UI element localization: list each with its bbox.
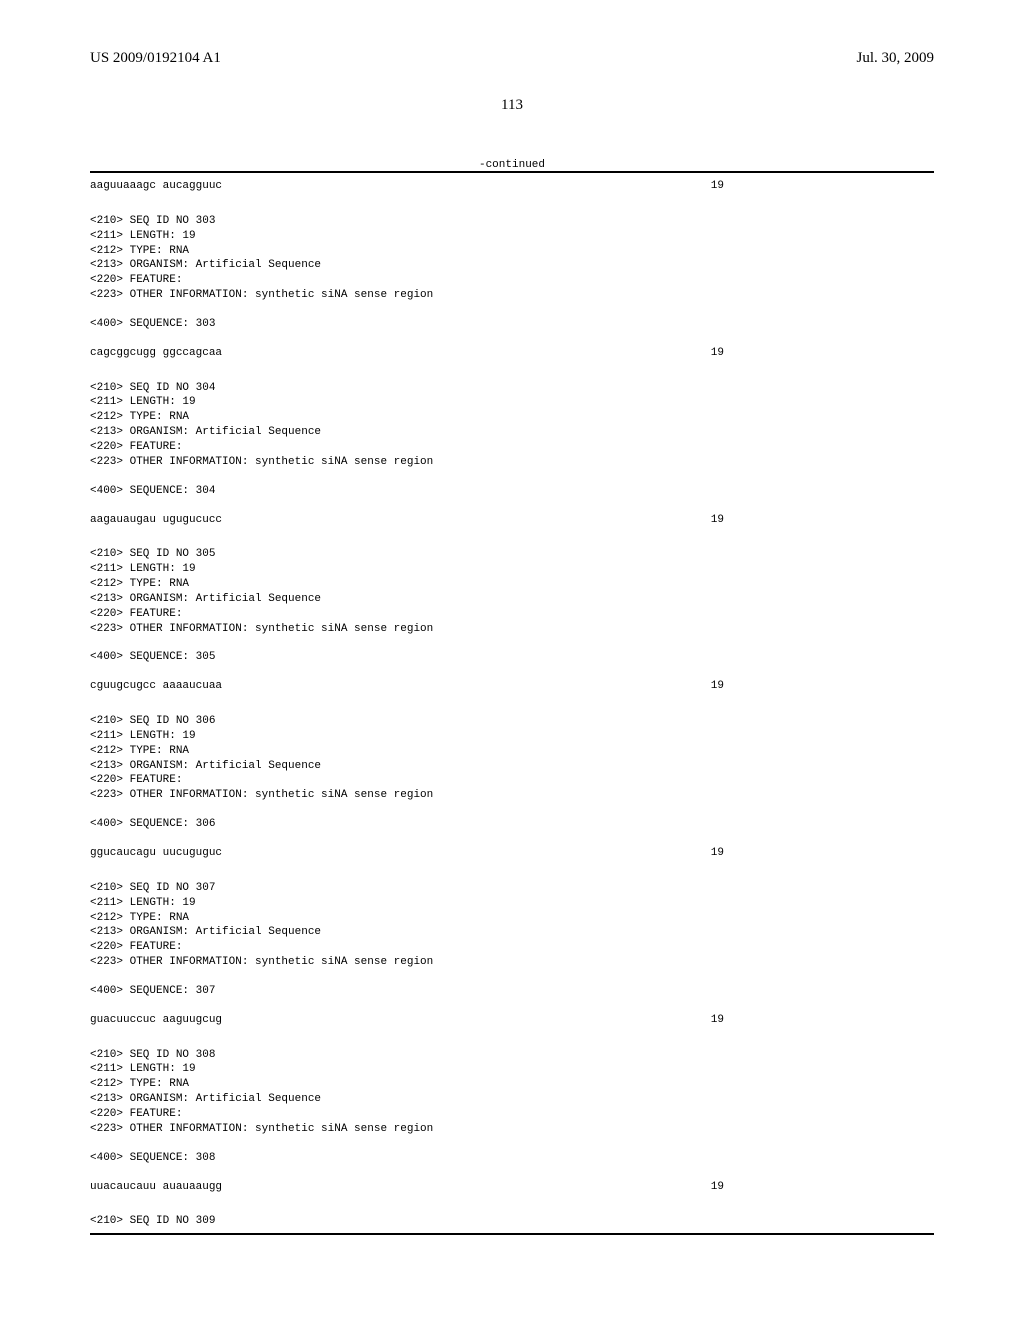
blank-line: [90, 332, 934, 346]
seq-length-line: <211> LENGTH: 19: [90, 562, 934, 577]
sequence-row: ggucaucagu uucuguguc 19: [90, 846, 934, 861]
seq-type-line: <212> TYPE: RNA: [90, 911, 934, 926]
sequence-block: <210> SEQ ID NO 303 <211> LENGTH: 19 <21…: [90, 214, 934, 361]
blank-line: [90, 803, 934, 817]
seq-organism-line: <213> ORGANISM: Artificial Sequence: [90, 592, 934, 607]
divider-bottom: [90, 1233, 934, 1235]
seq-feature-line: <220> FEATURE:: [90, 273, 934, 288]
seq-id-line: <210> SEQ ID NO 305: [90, 547, 934, 562]
blank-line: [90, 970, 934, 984]
seq-label-line: <400> SEQUENCE: 307: [90, 984, 934, 999]
sequence-length-value: 19: [711, 513, 934, 528]
seq-label-line: <400> SEQUENCE: 304: [90, 484, 934, 499]
blank-line: [90, 636, 934, 650]
publication-number: US 2009/0192104 A1: [90, 50, 221, 67]
seq-type-line: <212> TYPE: RNA: [90, 577, 934, 592]
seq-id-line: <210> SEQ ID NO 308: [90, 1048, 934, 1063]
seq-label-line: <400> SEQUENCE: 306: [90, 817, 934, 832]
seq-organism-line: <213> ORGANISM: Artificial Sequence: [90, 925, 934, 940]
sequence-row: uuacaucauu auauaaugg 19: [90, 1180, 934, 1195]
sequence-row: cagcggcugg ggccagcaa 19: [90, 346, 934, 361]
blank-line: [90, 665, 934, 679]
seq-organism-line: <213> ORGANISM: Artificial Sequence: [90, 258, 934, 273]
seq-other-info-line: <223> OTHER INFORMATION: synthetic siNA …: [90, 955, 934, 970]
sequence-row: aaguuaaagc aucagguuc 19: [90, 179, 934, 194]
sequence-text: cagcggcugg ggccagcaa: [90, 346, 222, 361]
sequence-length-value: 19: [711, 846, 934, 861]
blank-line: [90, 1137, 934, 1151]
sequence-length-value: 19: [711, 179, 934, 194]
sequence-block: <210> SEQ ID NO 307 <211> LENGTH: 19 <21…: [90, 881, 934, 1028]
sequence-row: aagauaugau ugugucucc 19: [90, 513, 934, 528]
seq-type-line: <212> TYPE: RNA: [90, 1077, 934, 1092]
seq-type-line: <212> TYPE: RNA: [90, 410, 934, 425]
blank-line: [90, 303, 934, 317]
sequence-block: <210> SEQ ID NO 305 <211> LENGTH: 19 <21…: [90, 547, 934, 694]
seq-feature-line: <220> FEATURE:: [90, 940, 934, 955]
seq-feature-line: <220> FEATURE:: [90, 607, 934, 622]
seq-organism-line: <213> ORGANISM: Artificial Sequence: [90, 759, 934, 774]
blank-line: [90, 470, 934, 484]
seq-type-line: <212> TYPE: RNA: [90, 244, 934, 259]
publication-date: Jul. 30, 2009: [856, 50, 934, 67]
seq-feature-line: <220> FEATURE:: [90, 1107, 934, 1122]
seq-organism-line: <213> ORGANISM: Artificial Sequence: [90, 425, 934, 440]
seq-type-line: <212> TYPE: RNA: [90, 744, 934, 759]
seq-other-info-line: <223> OTHER INFORMATION: synthetic siNA …: [90, 1122, 934, 1137]
continued-label: -continued: [90, 159, 934, 171]
sequence-length-value: 19: [711, 1180, 934, 1195]
sequence-length-value: 19: [711, 679, 934, 694]
page-number: 113: [90, 97, 934, 114]
blank-line: [90, 1166, 934, 1180]
blank-line: [90, 499, 934, 513]
seq-id-line: <210> SEQ ID NO 309: [90, 1214, 934, 1229]
blank-line: [90, 999, 934, 1013]
sequence-row: cguugcugcc aaaaucuaa 19: [90, 679, 934, 694]
sequence-text: guacuuccuc aaguugcug: [90, 1013, 222, 1028]
sequence-row: guacuuccuc aaguugcug 19: [90, 1013, 934, 1028]
divider-top: [90, 171, 934, 173]
sequence-text: ggucaucagu uucuguguc: [90, 846, 222, 861]
seq-feature-line: <220> FEATURE:: [90, 773, 934, 788]
seq-length-line: <211> LENGTH: 19: [90, 896, 934, 911]
seq-other-info-line: <223> OTHER INFORMATION: synthetic siNA …: [90, 455, 934, 470]
sequence-block: <210> SEQ ID NO 308 <211> LENGTH: 19 <21…: [90, 1048, 934, 1195]
sequence-block: <210> SEQ ID NO 306 <211> LENGTH: 19 <21…: [90, 714, 934, 861]
seq-other-info-line: <223> OTHER INFORMATION: synthetic siNA …: [90, 622, 934, 637]
seq-id-line: <210> SEQ ID NO 306: [90, 714, 934, 729]
sequence-text: aaguuaaagc aucagguuc: [90, 179, 222, 194]
blank-line: [90, 832, 934, 846]
seq-length-line: <211> LENGTH: 19: [90, 1062, 934, 1077]
sequence-block: <210> SEQ ID NO 304 <211> LENGTH: 19 <21…: [90, 381, 934, 528]
seq-label-line: <400> SEQUENCE: 305: [90, 650, 934, 665]
sequence-text: aagauaugau ugugucucc: [90, 513, 222, 528]
seq-length-line: <211> LENGTH: 19: [90, 229, 934, 244]
seq-other-info-line: <223> OTHER INFORMATION: synthetic siNA …: [90, 788, 934, 803]
seq-id-line: <210> SEQ ID NO 304: [90, 381, 934, 396]
seq-organism-line: <213> ORGANISM: Artificial Sequence: [90, 1092, 934, 1107]
sequence-block-trailing: <210> SEQ ID NO 309: [90, 1214, 934, 1229]
seq-other-info-line: <223> OTHER INFORMATION: synthetic siNA …: [90, 288, 934, 303]
seq-label-line: <400> SEQUENCE: 308: [90, 1151, 934, 1166]
sequence-text: uuacaucauu auauaaugg: [90, 1180, 222, 1195]
seq-label-line: <400> SEQUENCE: 303: [90, 317, 934, 332]
page-header: US 2009/0192104 A1 Jul. 30, 2009: [90, 50, 934, 67]
seq-feature-line: <220> FEATURE:: [90, 440, 934, 455]
sequence-content: aaguuaaagc aucagguuc 19 <210> SEQ ID NO …: [90, 175, 934, 1233]
sequence-length-value: 19: [711, 346, 934, 361]
seq-id-line: <210> SEQ ID NO 303: [90, 214, 934, 229]
sequence-text: cguugcugcc aaaaucuaa: [90, 679, 222, 694]
seq-length-line: <211> LENGTH: 19: [90, 395, 934, 410]
sequence-length-value: 19: [711, 1013, 934, 1028]
seq-length-line: <211> LENGTH: 19: [90, 729, 934, 744]
seq-id-line: <210> SEQ ID NO 307: [90, 881, 934, 896]
